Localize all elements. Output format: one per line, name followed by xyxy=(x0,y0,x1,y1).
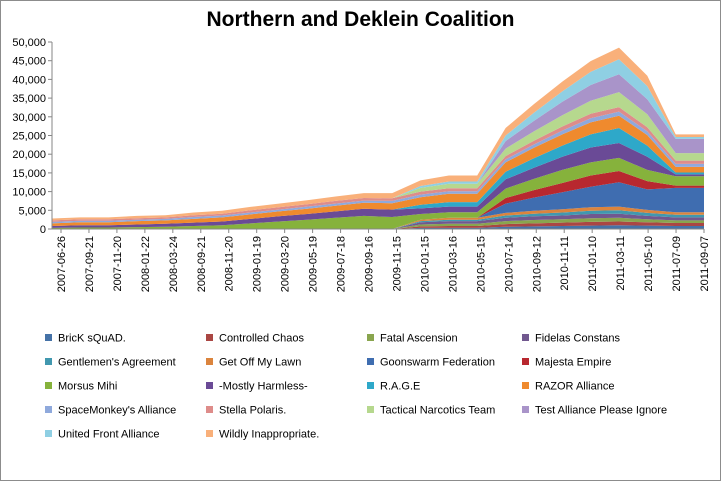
x-tick-label: 2009-01-19 xyxy=(252,236,264,292)
x-tick-label: 2011-03-11 xyxy=(615,236,627,291)
x-tick-label: 2009-03-20 xyxy=(280,236,292,292)
area-series-brick-squad xyxy=(52,225,704,229)
x-tick-label: 2010-07-14 xyxy=(503,236,515,292)
legend-swatch xyxy=(522,382,529,389)
area-series-controlled-chaos xyxy=(52,221,704,229)
x-tick-label: 2010-03-16 xyxy=(447,236,459,292)
legend-label: Controlled Chaos xyxy=(219,333,304,345)
x-tick-label: 2011-09-07 xyxy=(699,236,711,291)
area-series-mostly-harmless xyxy=(52,143,704,228)
legend-swatch xyxy=(45,382,52,389)
legend-label: Fidelas Constans xyxy=(535,333,620,345)
legend-swatch xyxy=(206,358,213,365)
area-series-goonswarm-federation xyxy=(52,182,704,229)
axes: 0 5,000 10,000 15,000 20,000 25,000 30,000 35,0… xyxy=(12,37,711,292)
legend-swatch xyxy=(367,334,374,341)
x-tick-label: 2009-07-18 xyxy=(336,236,348,292)
legend-label: SpaceMonkey's Alliance xyxy=(58,405,176,417)
x-tick-label: 2008-01-22 xyxy=(140,236,152,292)
legend-label: Gentlemen's Agreement xyxy=(58,357,176,369)
y-tick-label: 20,000 xyxy=(12,149,46,161)
legend-swatch xyxy=(45,406,52,413)
area-series-fidelas-constans xyxy=(52,213,704,229)
chart-title: Northern and Deklein Coalition xyxy=(206,8,515,31)
y-tick-label: 30,000 xyxy=(12,112,46,124)
x-tick-label: 2010-09-12 xyxy=(531,236,543,292)
legend-label: Wildly Inappropriate. xyxy=(219,429,319,441)
legend-swatch xyxy=(206,430,213,437)
legend: BricK sQuAD. Controlled Chaos Fatal Ascens… xyxy=(45,333,667,441)
legend-label: United Front Alliance xyxy=(58,429,160,441)
legend-swatch xyxy=(206,382,213,389)
legend-swatch xyxy=(45,358,52,365)
legend-label: Goonswarm Federation xyxy=(380,357,495,369)
legend-swatch xyxy=(206,406,213,413)
y-tick-label: 40,000 xyxy=(12,74,46,86)
legend-swatch xyxy=(522,406,529,413)
area-series-gentlemen-s-agreement xyxy=(52,210,704,229)
y-tick-label: 15,000 xyxy=(12,168,46,180)
area-layers xyxy=(52,47,704,229)
x-tick-label: 2007-09-21 xyxy=(84,236,96,292)
legend-label: BricK sQuAD. xyxy=(58,333,126,345)
legend-label: Tactical Narcotics Team xyxy=(380,405,495,417)
x-tick-label: 2008-09-21 xyxy=(196,236,208,292)
x-tick-label: 2007-06-26 xyxy=(56,236,68,292)
x-tick-label: 2009-05-19 xyxy=(308,236,320,292)
legend-label: Fatal Ascension xyxy=(380,333,458,345)
y-tick-label: 0 xyxy=(40,224,46,236)
legend-label: Test Alliance Please Ignore xyxy=(535,405,667,417)
legend-label: R.A.G.E xyxy=(380,381,420,393)
x-tick-label: 2010-05-15 xyxy=(475,236,487,292)
legend-swatch xyxy=(45,430,52,437)
y-tick-label: 10,000 xyxy=(12,187,46,199)
legend-swatch xyxy=(522,334,529,341)
area-series-fatal-ascension xyxy=(52,217,704,229)
legend-swatch xyxy=(206,334,213,341)
y-tick-label: 5,000 xyxy=(18,205,46,217)
x-tick-label: 2008-11-20 xyxy=(224,236,236,291)
legend-swatch xyxy=(367,382,374,389)
legend-label: Morsus Mihi xyxy=(58,381,117,393)
legend-label: Stella Polaris. xyxy=(219,405,286,417)
area-series-stella-polaris xyxy=(52,107,704,222)
legend-label: Get Off My Lawn xyxy=(219,357,301,369)
y-tick-label: 25,000 xyxy=(12,131,46,143)
x-tick-label: 2007-11-20 xyxy=(112,236,124,291)
y-tick-label: 50,000 xyxy=(12,37,46,49)
legend-swatch xyxy=(45,334,52,341)
x-tick-label: 2009-11-15 xyxy=(391,236,403,291)
y-tick-label: 35,000 xyxy=(12,93,46,105)
x-tick-label: 2011-01-10 xyxy=(587,236,599,291)
legend-label: Majesta Empire xyxy=(535,357,611,369)
legend-swatch xyxy=(522,358,529,365)
x-tick-label: 2009-09-16 xyxy=(364,236,376,292)
legend-label: -Mostly Harmless- xyxy=(219,381,308,393)
legend-swatch xyxy=(367,358,374,365)
x-tick-label: 2011-05-10 xyxy=(643,236,655,291)
legend-swatch xyxy=(367,406,374,413)
x-tick-label: 2008-03-24 xyxy=(168,236,180,292)
area-series-spacemonkey-s-alliance xyxy=(52,111,704,224)
x-tick-label: 2011-07-09 xyxy=(671,236,683,291)
area-series-get-off-my-lawn xyxy=(52,206,704,229)
x-tick-label: 2010-01-15 xyxy=(419,236,431,292)
legend-label: RAZOR Alliance xyxy=(535,381,614,393)
x-tick-label: 2010-11-11 xyxy=(559,236,571,291)
y-tick-label: 45,000 xyxy=(12,56,46,68)
area-series-razor-alliance xyxy=(52,115,704,226)
